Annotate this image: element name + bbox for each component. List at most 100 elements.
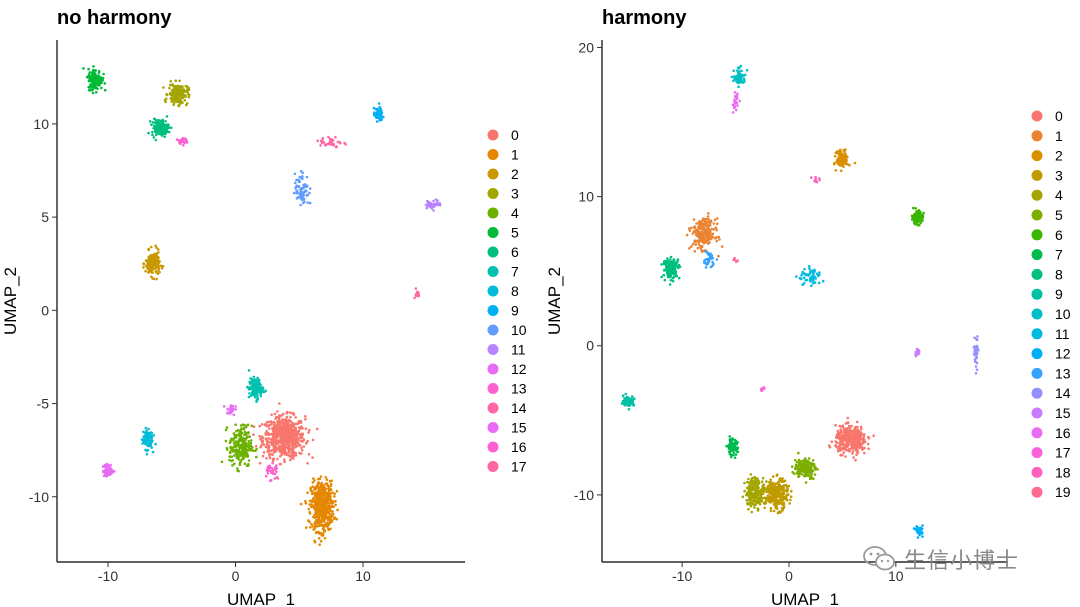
data-point bbox=[292, 413, 296, 416]
data-point bbox=[730, 449, 734, 453]
data-point bbox=[666, 257, 669, 260]
data-point bbox=[248, 435, 251, 439]
legend-swatch bbox=[1031, 130, 1043, 142]
legend-label: 13 bbox=[1055, 365, 1071, 381]
data-point bbox=[769, 480, 773, 484]
data-point bbox=[707, 219, 711, 223]
data-point bbox=[751, 502, 754, 506]
legend-label: 0 bbox=[1055, 108, 1063, 124]
data-point bbox=[295, 434, 298, 437]
data-point bbox=[311, 438, 315, 442]
data-point bbox=[733, 447, 736, 451]
data-point bbox=[849, 430, 853, 434]
data-point bbox=[89, 77, 93, 81]
data-point bbox=[158, 271, 161, 274]
data-point bbox=[854, 458, 857, 462]
data-point bbox=[834, 440, 837, 443]
data-point bbox=[697, 227, 700, 230]
data-point bbox=[157, 128, 160, 132]
data-point bbox=[624, 392, 627, 396]
legend-swatch bbox=[487, 383, 499, 394]
data-point bbox=[715, 239, 719, 243]
chart-title: no harmony bbox=[57, 7, 172, 29]
data-point bbox=[107, 468, 110, 472]
data-point bbox=[838, 149, 841, 153]
data-point bbox=[320, 534, 324, 537]
data-point bbox=[335, 145, 339, 148]
cluster-19-points bbox=[732, 256, 739, 264]
data-point bbox=[812, 477, 815, 481]
data-point bbox=[300, 435, 304, 439]
data-point bbox=[102, 72, 105, 76]
data-point bbox=[735, 80, 738, 84]
data-point bbox=[703, 229, 707, 232]
data-point bbox=[289, 427, 292, 430]
data-point bbox=[333, 495, 336, 498]
cluster-11-points bbox=[424, 198, 442, 212]
data-point bbox=[917, 350, 921, 353]
data-point bbox=[846, 440, 850, 443]
data-point bbox=[225, 446, 229, 450]
data-point bbox=[855, 420, 859, 424]
data-point bbox=[148, 432, 151, 436]
data-point bbox=[974, 372, 978, 375]
data-point bbox=[306, 491, 309, 495]
data-point bbox=[838, 448, 842, 452]
data-point bbox=[276, 410, 279, 413]
data-point bbox=[266, 466, 270, 470]
data-point bbox=[274, 443, 277, 447]
data-point bbox=[330, 514, 334, 518]
data-point bbox=[249, 441, 253, 445]
data-point bbox=[274, 417, 278, 421]
data-point bbox=[302, 445, 306, 448]
data-point bbox=[757, 480, 761, 483]
data-point bbox=[300, 446, 303, 450]
data-point bbox=[775, 506, 779, 510]
legend-swatch bbox=[487, 461, 499, 472]
cluster-15-points bbox=[914, 347, 921, 358]
data-point bbox=[233, 462, 236, 466]
data-point bbox=[316, 524, 319, 528]
data-point bbox=[251, 382, 255, 385]
data-point bbox=[267, 452, 271, 455]
data-point bbox=[270, 453, 273, 456]
data-point bbox=[308, 191, 311, 195]
data-point bbox=[92, 70, 96, 74]
data-point bbox=[249, 448, 252, 452]
data-point bbox=[733, 445, 736, 449]
legend-label: 9 bbox=[1055, 286, 1063, 302]
data-point bbox=[268, 424, 272, 427]
cluster-5-points bbox=[82, 65, 107, 95]
data-point bbox=[803, 267, 806, 271]
data-point bbox=[254, 449, 257, 453]
data-point bbox=[797, 467, 800, 470]
data-point bbox=[96, 87, 99, 90]
data-point bbox=[92, 85, 95, 88]
data-point bbox=[234, 405, 237, 408]
data-point bbox=[756, 485, 759, 488]
data-point bbox=[231, 459, 234, 462]
data-point bbox=[150, 267, 153, 271]
data-point bbox=[768, 487, 772, 491]
data-point bbox=[858, 446, 861, 449]
data-point bbox=[630, 401, 634, 405]
data-point bbox=[170, 88, 174, 92]
data-point bbox=[707, 224, 710, 227]
cluster-7-points bbox=[725, 435, 740, 460]
data-point bbox=[246, 435, 249, 438]
data-point bbox=[308, 520, 311, 524]
data-point bbox=[283, 458, 286, 462]
data-point bbox=[853, 161, 857, 165]
data-point bbox=[249, 444, 252, 447]
data-point bbox=[843, 445, 847, 448]
legend-label: 16 bbox=[1055, 425, 1071, 441]
data-point bbox=[736, 446, 740, 450]
data-point bbox=[863, 446, 866, 450]
data-point bbox=[244, 452, 247, 455]
cluster-5-points bbox=[790, 451, 819, 484]
data-point bbox=[804, 273, 808, 276]
data-point bbox=[160, 120, 163, 123]
data-point bbox=[266, 420, 269, 424]
data-point bbox=[287, 422, 290, 425]
data-point bbox=[149, 254, 153, 257]
